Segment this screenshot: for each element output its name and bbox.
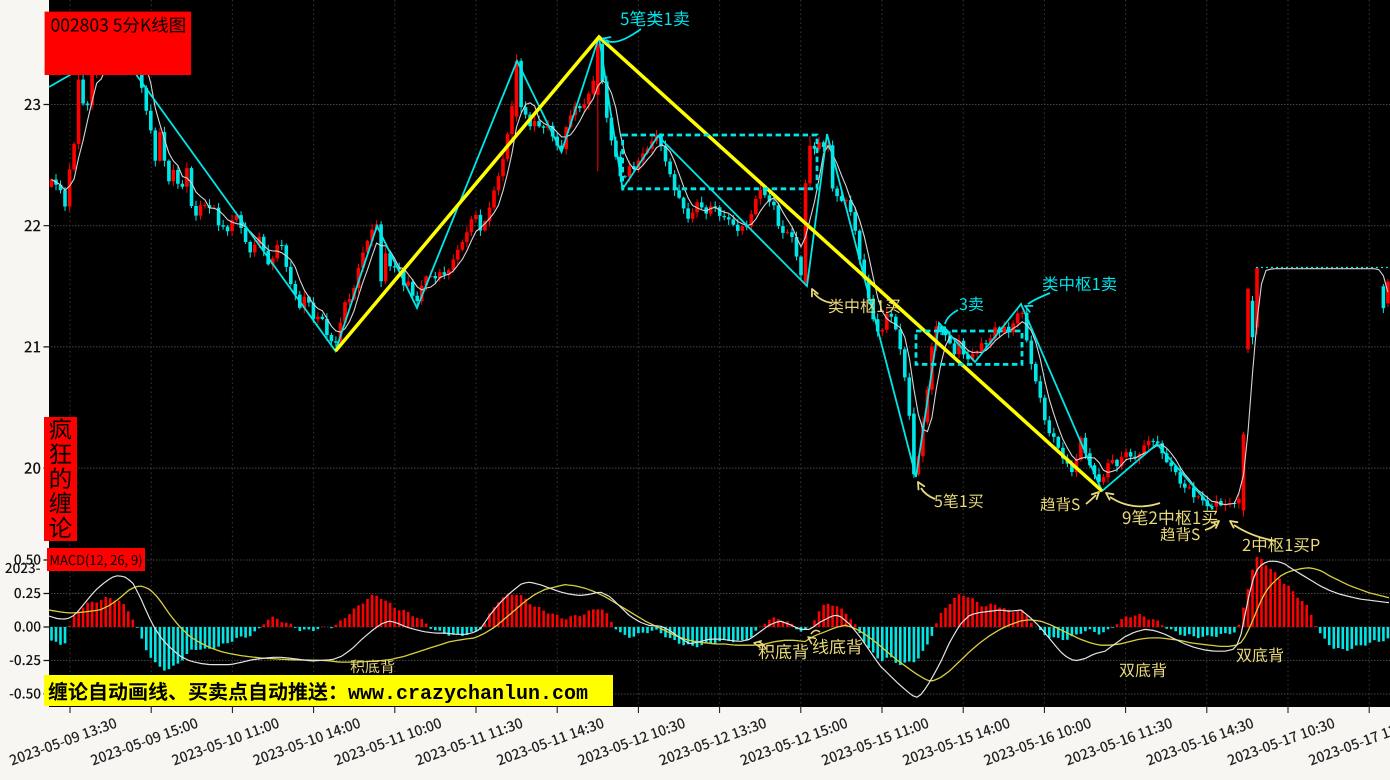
- svg-text:www.crazychanlun.com: www.crazychanlun.com: [348, 683, 588, 706]
